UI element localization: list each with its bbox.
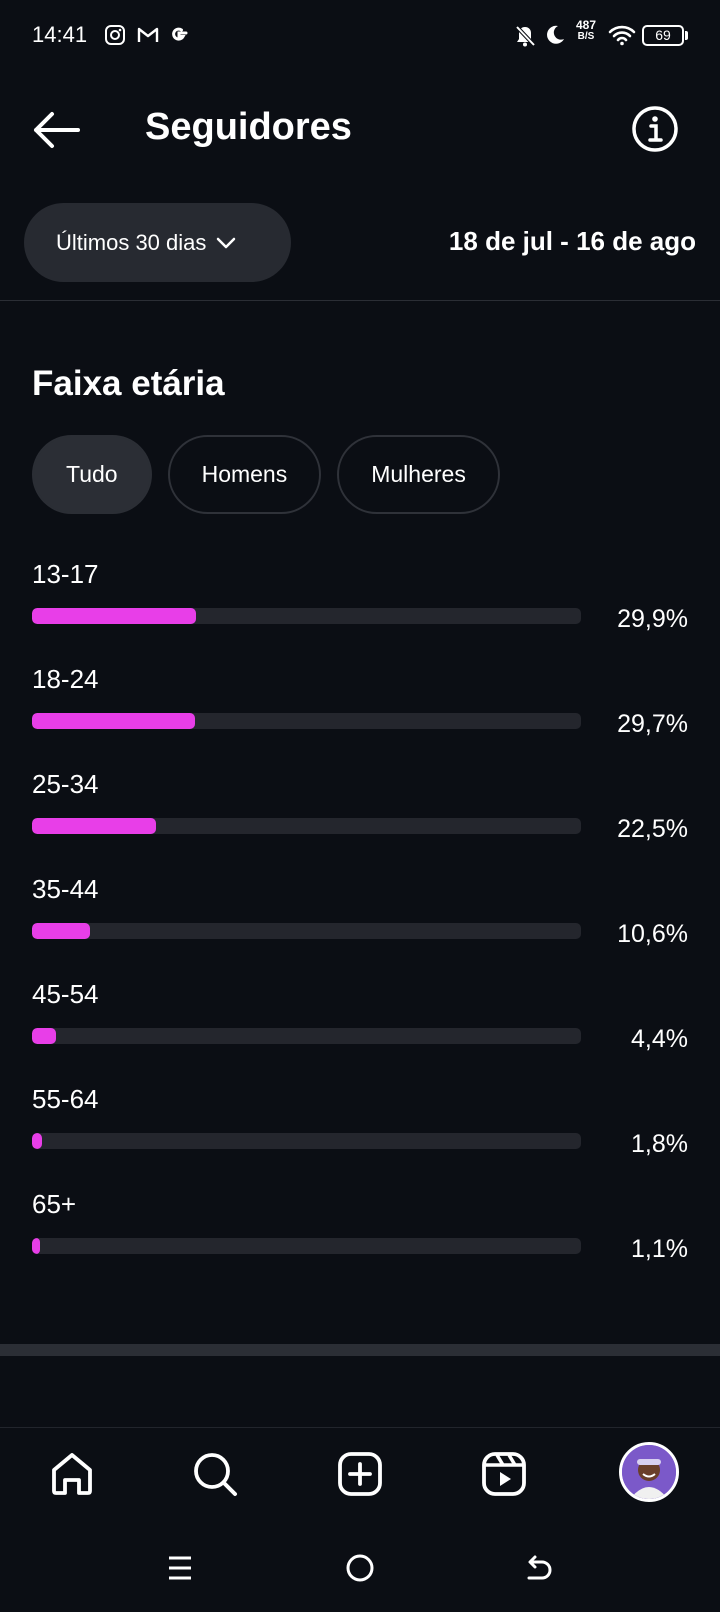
back-icon xyxy=(527,1555,552,1580)
bell-off-icon xyxy=(514,24,536,53)
age-percentage: 4,4% xyxy=(631,1025,688,1053)
age-percentage: 1,1% xyxy=(631,1235,688,1263)
bar-track xyxy=(32,608,581,624)
nav-search-button[interactable] xyxy=(185,1444,245,1504)
status-bar: 14:41 487 B/S 69 xyxy=(0,0,720,72)
bar-fill xyxy=(32,1238,41,1254)
age-label: 18-24 xyxy=(32,664,99,694)
plus-square-icon xyxy=(338,1452,382,1496)
age-label: 65+ xyxy=(32,1189,77,1219)
profile-avatar-image xyxy=(622,1445,676,1499)
net-speed-value: 487 xyxy=(576,18,597,32)
age-percentage: 1,8% xyxy=(631,1130,688,1158)
home-system-button[interactable] xyxy=(340,1548,380,1588)
status-time: 14:41 xyxy=(32,22,88,47)
nav-profile-avatar[interactable] xyxy=(619,1442,679,1502)
age-label: 55-64 xyxy=(32,1084,99,1114)
section-divider xyxy=(0,1344,720,1356)
age-label: 13-17 xyxy=(32,559,99,589)
filter-chip-mulheres[interactable]: Mulheres xyxy=(337,435,500,514)
reels-icon xyxy=(482,1452,526,1496)
info-icon xyxy=(632,106,678,152)
page-title: Seguidores xyxy=(145,106,352,148)
age-range-list: 13-17 29,9% 18-24 29,7% 25-34 22,5% 35-4… xyxy=(0,555,720,1290)
bar-track xyxy=(32,923,581,939)
bar-fill xyxy=(32,1133,42,1149)
battery-indicator: 69 xyxy=(642,25,684,46)
age-row: 13-17 29,9% xyxy=(0,555,720,660)
home-icon xyxy=(52,1453,92,1495)
age-row: 18-24 29,7% xyxy=(0,660,720,765)
arrow-left-icon xyxy=(34,112,80,148)
google-icon xyxy=(168,24,190,51)
system-nav-bar xyxy=(0,1540,720,1596)
age-percentage: 10,6% xyxy=(617,920,688,948)
age-row: 65+ 1,1% xyxy=(0,1185,720,1290)
age-label: 35-44 xyxy=(32,874,99,904)
bar-track xyxy=(32,1028,581,1044)
chevron-down-icon xyxy=(217,237,236,248)
age-row: 45-54 4,4% xyxy=(0,975,720,1080)
bar-fill xyxy=(32,1028,57,1044)
bar-fill xyxy=(32,923,91,939)
nav-reels-button[interactable] xyxy=(474,1444,534,1504)
age-label: 25-34 xyxy=(32,769,99,799)
bar-track xyxy=(32,818,581,834)
back-button[interactable] xyxy=(30,108,82,152)
circle-icon xyxy=(346,1554,374,1582)
menu-icon xyxy=(169,1556,191,1580)
search-icon xyxy=(194,1453,237,1496)
age-label: 45-54 xyxy=(32,979,99,1009)
section-title: Faixa etária xyxy=(32,364,225,403)
date-range-dropdown-label: Últimos 30 dias xyxy=(56,229,207,255)
range-row: Últimos 30 dias 18 de jul - 16 de ago xyxy=(0,200,720,282)
moon-icon xyxy=(544,24,566,51)
info-button[interactable] xyxy=(630,104,680,154)
net-speed: 487 B/S xyxy=(576,18,597,42)
age-percentage: 22,5% xyxy=(617,815,688,843)
bar-fill xyxy=(32,818,156,834)
bar-fill xyxy=(32,713,196,729)
age-percentage: 29,7% xyxy=(617,710,688,738)
bar-track xyxy=(32,1238,581,1254)
nav-home-button[interactable] xyxy=(42,1444,102,1504)
wifi-icon xyxy=(608,24,636,51)
filter-chips: Tudo Homens Mulheres xyxy=(32,435,500,514)
battery-tip xyxy=(685,31,688,40)
gmail-icon xyxy=(136,24,160,51)
age-row: 25-34 22,5% xyxy=(0,765,720,870)
nav-divider xyxy=(0,1427,720,1428)
net-speed-unit: B/S xyxy=(577,31,595,42)
bar-fill xyxy=(32,608,197,624)
recent-apps-button[interactable] xyxy=(160,1548,200,1588)
bar-track xyxy=(32,713,581,729)
filter-chip-tudo[interactable]: Tudo xyxy=(32,435,152,514)
age-row: 35-44 10,6% xyxy=(0,870,720,975)
bottom-nav xyxy=(0,1440,720,1510)
date-range-text: 18 de jul - 16 de ago xyxy=(448,226,696,256)
back-system-button[interactable] xyxy=(520,1548,560,1588)
date-range-dropdown[interactable]: Últimos 30 dias xyxy=(24,203,291,282)
bar-track xyxy=(32,1133,581,1149)
nav-create-button[interactable] xyxy=(330,1444,390,1504)
divider xyxy=(0,300,720,301)
instagram-icon xyxy=(104,24,126,51)
age-row: 55-64 1,8% xyxy=(0,1080,720,1185)
header: Seguidores xyxy=(0,90,720,170)
filter-chip-homens[interactable]: Homens xyxy=(167,435,322,514)
age-percentage: 29,9% xyxy=(617,605,688,633)
